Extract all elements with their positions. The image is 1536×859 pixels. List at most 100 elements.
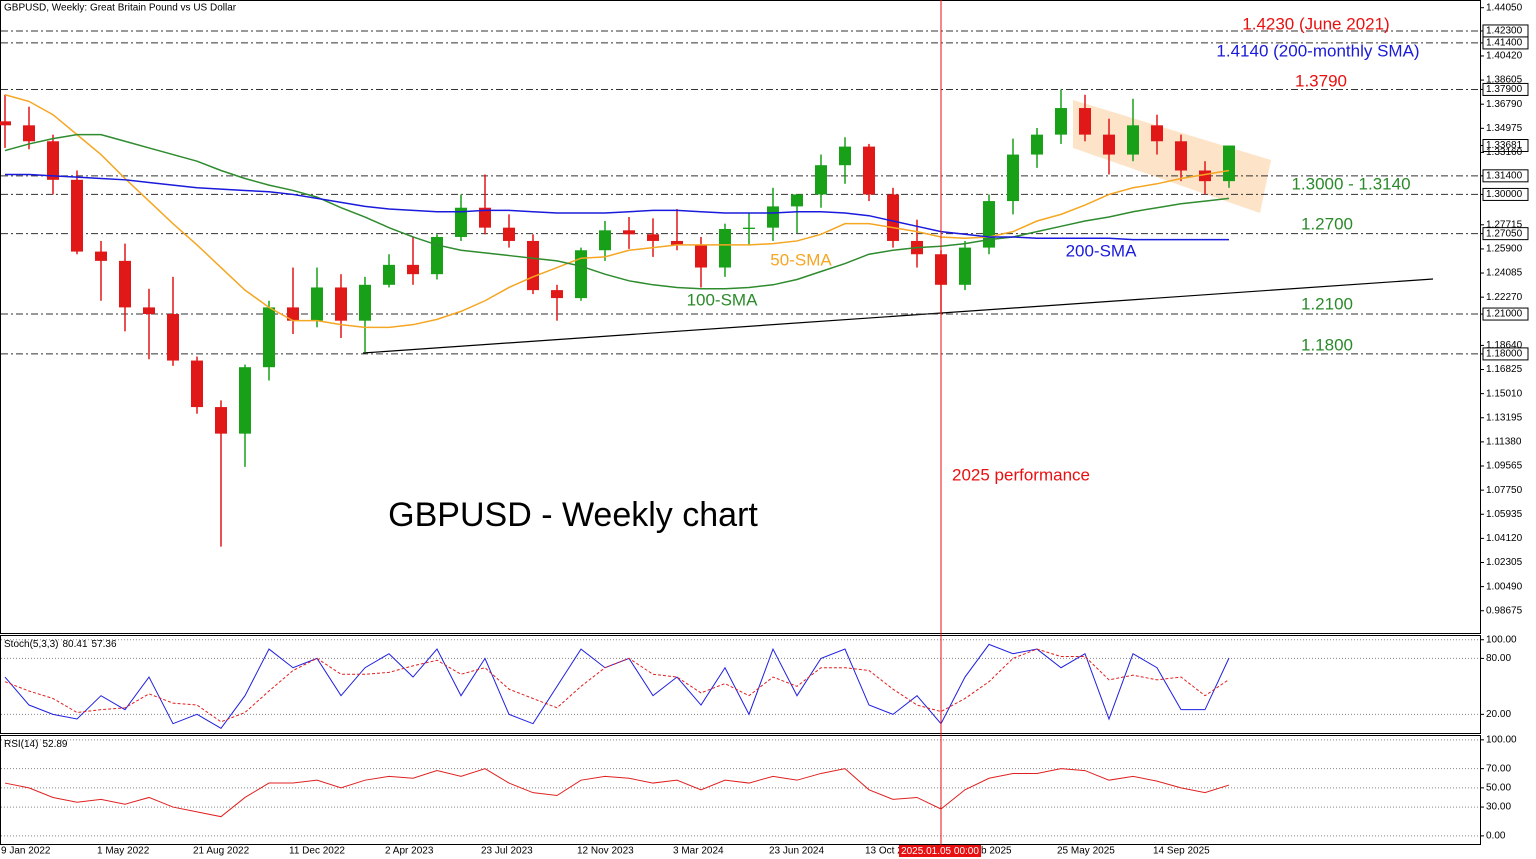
y-tick-label: 1.44050 — [1486, 2, 1523, 13]
candle-body — [1031, 134, 1043, 155]
series-line — [4, 768, 1230, 818]
candle-body — [623, 230, 635, 235]
candle-body — [23, 125, 35, 142]
indicator-title: Stoch(5,3,3) 80.41 57.36 — [4, 639, 117, 650]
candle-body — [479, 207, 491, 228]
candle-body — [335, 287, 347, 321]
annotation: 100-SMA — [687, 290, 759, 309]
candle-body — [1103, 134, 1115, 155]
x-tick-label: 2 Apr 2023 — [385, 846, 434, 857]
candle-body — [47, 141, 59, 180]
x-tick-label: 9 Jan 2022 — [1, 846, 51, 857]
x-tick-label: 23 Jul 2023 — [481, 846, 533, 857]
candle-body — [1079, 108, 1091, 135]
candle-body — [551, 290, 563, 299]
y-tick-label: 80.00 — [1486, 653, 1511, 664]
candle-body — [719, 228, 731, 268]
candle-body — [503, 227, 515, 241]
candle-body — [119, 260, 131, 308]
y-tick-label: 1.24085 — [1486, 268, 1523, 279]
series-line — [4, 133, 1230, 290]
annotation: 1.1800 — [1301, 335, 1353, 354]
candle-body — [1151, 125, 1163, 142]
y-tick-label: 1.30000 — [1486, 189, 1523, 200]
x-tick-label: 21 Aug 2022 — [193, 846, 250, 857]
candle-body — [767, 206, 779, 228]
series-line — [4, 643, 1230, 729]
candle-body — [1175, 141, 1187, 171]
indicator-value: 52.89 — [42, 739, 67, 750]
candle-body — [599, 230, 611, 251]
candle-body — [407, 264, 419, 275]
series-line — [4, 648, 1230, 723]
candle-body — [383, 264, 395, 285]
candle-body — [887, 194, 899, 241]
x-tick-label: 11 Dec 2022 — [289, 846, 345, 857]
y-tick-label: 1.42300 — [1486, 26, 1523, 37]
candle-body — [455, 207, 467, 237]
x-tick-label: 3 Mar 2024 — [673, 846, 724, 857]
trendline — [362, 278, 1434, 354]
y-tick-label: 1.41400 — [1486, 38, 1523, 49]
y-tick-box — [1482, 227, 1529, 241]
annotation: 2025 performance — [952, 465, 1090, 484]
series-line — [4, 94, 1230, 329]
candle-body — [815, 165, 827, 195]
y-tick-label: 1.15010 — [1486, 388, 1523, 399]
candle-body — [695, 244, 707, 268]
candle-body — [527, 240, 539, 291]
indicator-value: 57.36 — [92, 639, 117, 650]
candle-body — [191, 360, 203, 408]
y-tick-label: 100.00 — [1486, 634, 1517, 645]
indicator-name: RSI(14) — [4, 739, 38, 750]
candle-body — [1199, 170, 1211, 182]
candle-body — [863, 146, 875, 195]
candle-body — [1223, 145, 1235, 182]
y-tick-label: 1.18640 — [1486, 340, 1523, 351]
y-tick-box — [1482, 347, 1529, 361]
frames — [0, 0, 1481, 845]
y-tick-label: 1.18000 — [1486, 349, 1523, 360]
candle-body — [0, 121, 11, 126]
y-tick-box — [1482, 169, 1529, 183]
x-tick-label: 14 Sep 2025 — [1153, 846, 1210, 857]
x-tick-label: 25 May 2025 — [1057, 846, 1115, 857]
candle-body — [791, 194, 803, 207]
y-tick-label: 1.09565 — [1486, 461, 1523, 472]
annotation: 1.3000 - 1.3140 — [1291, 174, 1410, 193]
indicator-title: RSI(14) 52.89 — [4, 739, 68, 750]
candle-body — [215, 407, 227, 434]
candle-body — [287, 307, 299, 321]
x-tick-label: 23 Jun 2024 — [769, 846, 824, 857]
stoch-panel — [0, 635, 1481, 734]
y-tick-label: 1.16825 — [1486, 364, 1523, 375]
y-tick-label: 1.33160 — [1486, 147, 1523, 158]
y-tick-box — [1482, 187, 1529, 201]
y-tick-label: 1.34975 — [1486, 123, 1523, 134]
rsi-panel — [0, 735, 1481, 845]
candle-body — [431, 236, 443, 275]
y-tick-label: 1.05935 — [1486, 509, 1523, 520]
y-tick-label: 1.36790 — [1486, 99, 1523, 110]
y-tick-label: 1.27050 — [1486, 228, 1523, 239]
annotation: 1.2700 — [1301, 214, 1353, 233]
y-tick-box — [1482, 36, 1529, 50]
candle-body — [95, 251, 107, 261]
candle-body — [311, 287, 323, 321]
candle-body — [359, 284, 371, 321]
price-panel — [0, 0, 1481, 634]
y-tick-label: 1.11380 — [1486, 437, 1522, 448]
candle-body — [839, 146, 851, 166]
y-tick-box — [1482, 82, 1529, 96]
candle-body — [239, 367, 251, 434]
candle-body — [575, 250, 587, 299]
y-tick-label: 100.00 — [1486, 734, 1517, 745]
crosshair: 2025.01.05 00:00 — [899, 0, 981, 857]
y-tick-label: 1.21000 — [1486, 309, 1523, 320]
candle-body — [1127, 125, 1139, 155]
y-tick-label: 1.33681 — [1486, 140, 1523, 151]
candle-body — [1007, 154, 1019, 202]
x-tick-label: 2 Feb 2025 — [961, 846, 1012, 857]
y-tick-label: 1.25900 — [1486, 244, 1523, 255]
